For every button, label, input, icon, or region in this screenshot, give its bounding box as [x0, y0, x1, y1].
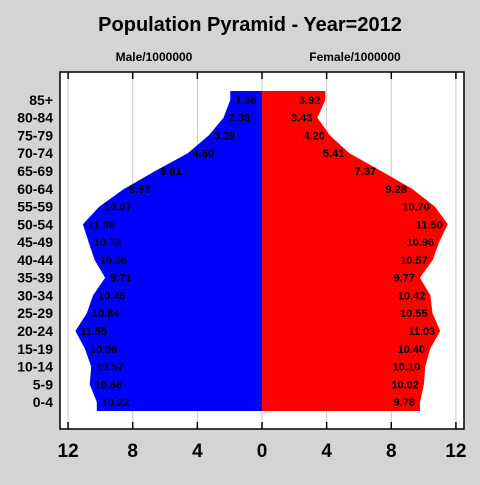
age-group-label: 85+ — [29, 92, 53, 108]
male-value-label: 11.55 — [80, 326, 107, 338]
female-value-label: 9.77 — [393, 273, 414, 285]
age-group-label: 40-44 — [17, 252, 53, 268]
age-group-label: 20-24 — [17, 323, 53, 339]
male-value-label: 6.61 — [160, 166, 181, 178]
female-value-label: 3.92 — [299, 95, 320, 107]
female-value-label: 11.50 — [416, 219, 443, 231]
age-group-label: 45-49 — [17, 234, 53, 250]
female-value-label: 10.10 — [393, 362, 421, 374]
male-value-label: 10.36 — [100, 255, 128, 267]
male-value-label: 10.46 — [98, 290, 126, 302]
age-group-label: 0-4 — [33, 394, 53, 410]
x-tick-label: 12 — [445, 441, 466, 462]
age-group-label: 5-9 — [33, 376, 53, 392]
male-value-label: 4.60 — [193, 148, 214, 160]
male-value-label: 1.96 — [235, 95, 256, 107]
x-tick-label: 12 — [58, 441, 79, 462]
x-tick-label: 8 — [127, 441, 138, 462]
age-group-label: 55-59 — [17, 199, 53, 215]
female-value-label: 11.03 — [408, 326, 435, 338]
male-value-label: 3.29 — [214, 130, 235, 142]
female-population-area — [262, 91, 448, 411]
female-value-label: 9.78 — [394, 397, 415, 409]
age-group-label: 50-54 — [17, 216, 53, 232]
male-population-area — [75, 91, 263, 411]
age-group-label: 75-79 — [17, 127, 53, 143]
chart-title: Population Pyramid - Year=2012 — [98, 14, 402, 36]
age-group-label: 10-14 — [17, 359, 53, 375]
female-value-label: 10.40 — [398, 344, 426, 356]
x-tick-label: 4 — [321, 441, 332, 462]
male-value-label: 10.22 — [102, 397, 130, 409]
female-value-label: 3.43 — [291, 113, 312, 125]
female-value-label: 10.96 — [407, 237, 435, 249]
x-axis-ticks: 12 8 4 0 4 8 12 — [58, 72, 466, 462]
age-group-label: 30-34 — [17, 287, 53, 303]
x-tick-label: 0 — [257, 441, 268, 462]
female-value-label: 10.57 — [400, 255, 428, 267]
age-group-label: 35-39 — [17, 270, 53, 286]
male-value-label: 10.73 — [94, 237, 122, 249]
male-value-label: 2.38 — [229, 113, 250, 125]
female-value-label: 9.28 — [386, 184, 407, 196]
age-group-label: 60-64 — [17, 181, 53, 197]
age-group-label: 80-84 — [17, 110, 53, 126]
male-value-label: 10.66 — [95, 379, 123, 391]
male-value-label: 10.84 — [92, 308, 120, 320]
female-value-label: 10.02 — [391, 379, 419, 391]
age-group-label: 70-74 — [17, 145, 53, 161]
age-group-label: 25-29 — [17, 305, 53, 321]
age-group-label: 65-69 — [17, 163, 53, 179]
male-value-label: 11.08 — [88, 219, 115, 231]
female-axis-label: Female/1000000 — [309, 50, 401, 64]
male-value-label: 9.71 — [110, 273, 131, 285]
pyramid-areas — [75, 91, 448, 411]
x-tick-label: 8 — [386, 441, 397, 462]
male-value-label: 10.07 — [104, 202, 132, 214]
female-value-label: 10.42 — [398, 290, 426, 302]
value-labels: 10.22 9.78 10.66 10.02 10.57 10.10 10.96 10.40 1… — [80, 95, 442, 409]
male-value-label: 8.53 — [129, 184, 150, 196]
female-value-label: 4.20 — [303, 130, 324, 142]
female-value-label: 10.70 — [402, 202, 430, 214]
x-tick-label: 4 — [192, 441, 203, 462]
male-axis-label: Male/1000000 — [116, 50, 193, 64]
female-value-label: 5.41 — [323, 148, 344, 160]
age-group-label: 15-19 — [17, 341, 53, 357]
male-value-label: 10.57 — [96, 362, 124, 374]
female-value-label: 10.55 — [400, 308, 428, 320]
male-value-label: 10.96 — [90, 344, 118, 356]
female-value-label: 7.37 — [355, 166, 376, 178]
